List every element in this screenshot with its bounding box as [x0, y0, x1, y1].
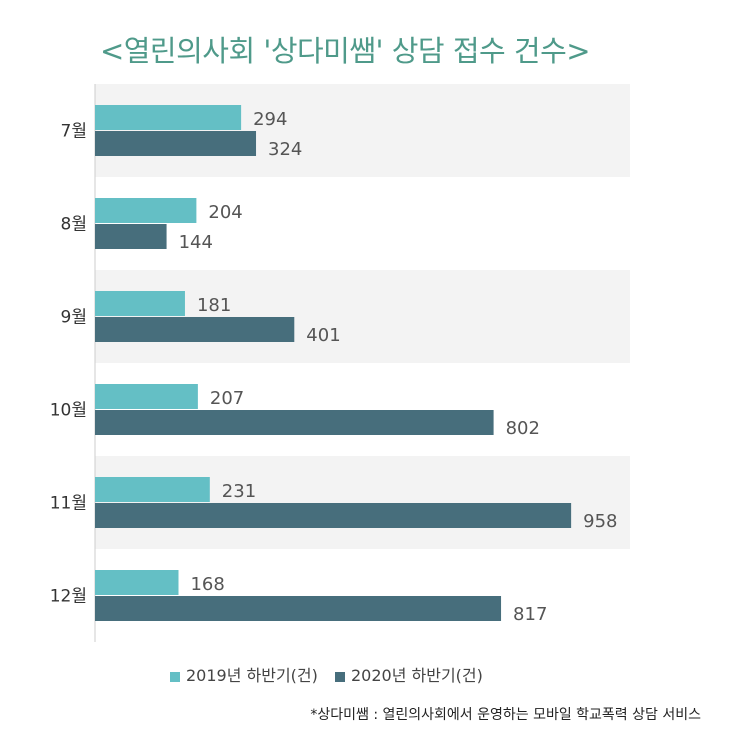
bar-2020	[95, 131, 257, 156]
data-label: 144	[179, 232, 213, 253]
category-label: 12월	[50, 587, 87, 607]
row-band	[95, 84, 630, 177]
bar-2020	[95, 503, 572, 528]
legend-item-2019: 2019년 하반기(건)	[170, 662, 318, 686]
bar-2020	[95, 596, 502, 621]
row-band	[95, 456, 630, 549]
legend-label-2020: 2020년 하반기(건)	[350, 666, 483, 685]
chart-title: <열린의사회 '상다미쌤' 상담 접수 건수>	[99, 34, 591, 68]
legend-label-2019: 2019년 하반기(건)	[186, 666, 318, 685]
bar-2019	[95, 198, 197, 223]
bar-2020	[95, 224, 167, 249]
legend-swatch-2020	[334, 671, 345, 682]
data-label: 817	[513, 604, 547, 625]
category-label: 7월	[61, 122, 87, 142]
category-label: 8월	[61, 215, 87, 235]
category-label: 10월	[50, 401, 87, 421]
category-label: 9월	[61, 308, 87, 328]
legend-item-2020: 2020년 하반기(건)	[334, 662, 483, 686]
bar-2019	[95, 105, 242, 130]
data-label: 958	[583, 511, 617, 532]
data-label: 168	[190, 574, 224, 595]
data-label: 294	[253, 109, 287, 130]
data-label: 401	[306, 325, 340, 346]
footnote: *상다미쌤 : 열린의사회에서 운영하는 모바일 학교폭력 상담 서비스	[310, 707, 701, 723]
category-label: 11월	[50, 494, 87, 514]
bar-2019	[95, 384, 198, 409]
data-label: 324	[268, 139, 302, 160]
bar-2019	[95, 291, 185, 316]
legend: 2019년 하반기(건) 2020년 하반기(건)	[170, 662, 495, 686]
row-band	[95, 270, 630, 363]
bar-2019	[95, 570, 179, 595]
bar-2019	[95, 477, 210, 502]
data-label: 181	[197, 295, 231, 316]
data-label: 207	[210, 388, 244, 409]
bar-chart: 7월 294 324 8월 204 144 9월 181 401 10월 207 802 11월 231 9…	[50, 84, 630, 642]
bar-2020	[95, 410, 494, 435]
bar-2020	[95, 317, 295, 342]
data-label: 204	[208, 202, 242, 223]
data-label: 231	[222, 481, 256, 502]
data-label: 802	[506, 418, 540, 439]
legend-swatch-2019	[170, 671, 180, 682]
